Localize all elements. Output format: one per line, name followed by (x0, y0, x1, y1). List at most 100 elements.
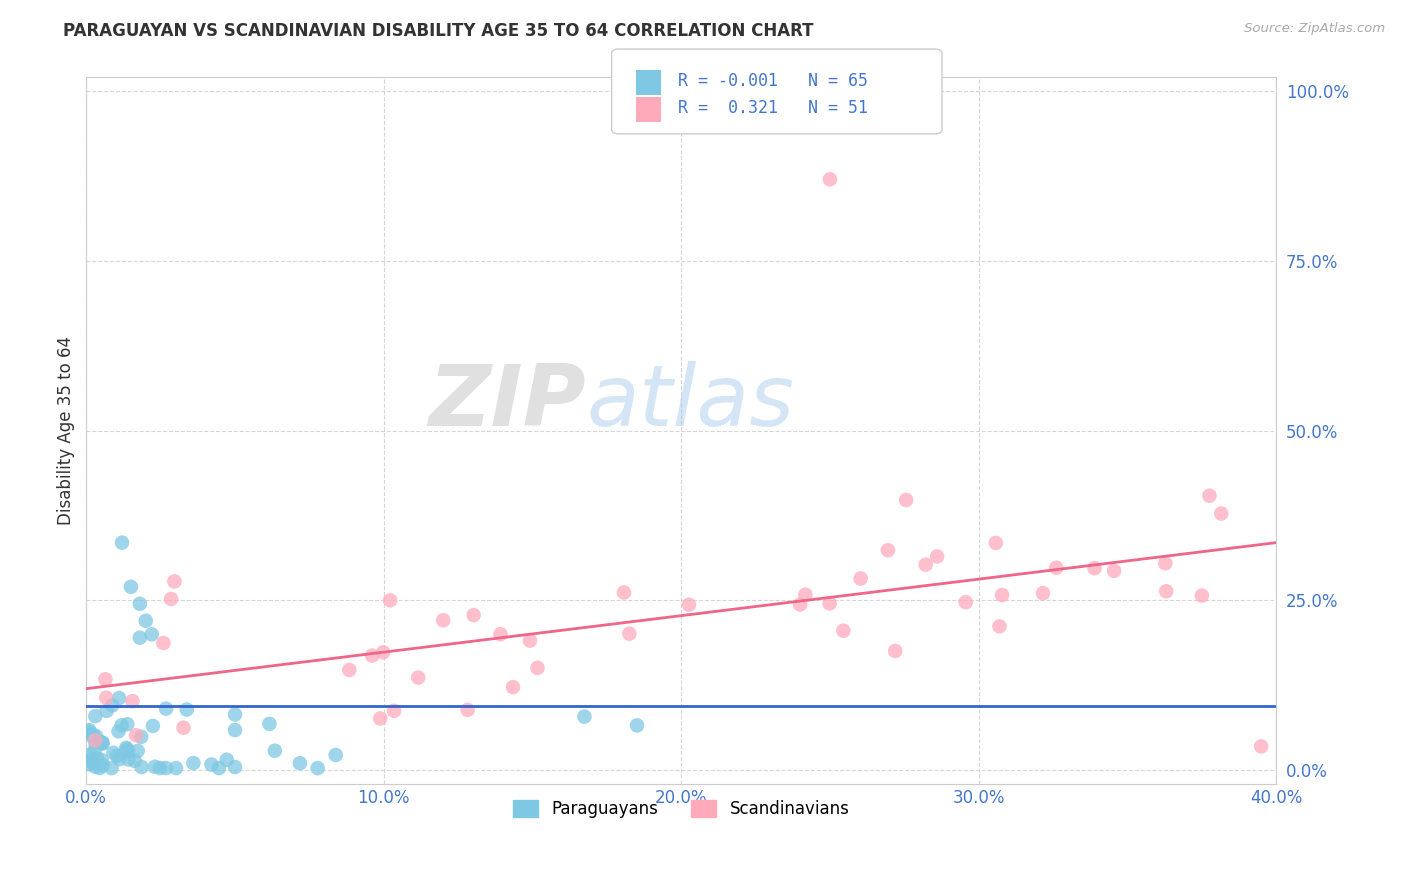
Point (1191, 589, 1213, 603)
Point (117, 717, 139, 731)
Point (1045, 560, 1067, 574)
Point (82, 728, 104, 742)
Point (626, 718, 648, 732)
Y-axis label: Disability Age 35 to 64: Disability Age 35 to 64 (58, 336, 75, 525)
Point (832, 624, 855, 638)
Point (83, 743, 105, 757)
Point (135, 614, 157, 628)
Point (307, 761, 329, 775)
Point (1211, 507, 1233, 521)
Point (382, 704, 405, 718)
Point (128, 597, 150, 611)
Point (77, 723, 100, 738)
Point (165, 761, 187, 775)
Point (1102, 564, 1125, 578)
Text: atlas: atlas (586, 361, 794, 444)
Point (90, 735, 112, 749)
Text: Source: ZipAtlas.com: Source: ZipAtlas.com (1244, 22, 1385, 36)
Point (432, 613, 454, 627)
Point (849, 572, 872, 586)
Point (77, 728, 100, 742)
Point (91, 736, 114, 750)
Point (1083, 561, 1105, 575)
Point (90, 753, 112, 767)
Point (77, 757, 100, 772)
Point (149, 761, 172, 775)
Point (526, 661, 548, 675)
Point (613, 585, 636, 599)
Point (984, 536, 1007, 550)
Point (1198, 489, 1220, 503)
Point (111, 535, 134, 549)
Point (94, 673, 117, 687)
Text: R = -0.001   N = 65: R = -0.001 N = 65 (678, 72, 868, 90)
Point (406, 671, 429, 685)
Point (877, 543, 900, 558)
Point (224, 760, 246, 774)
Point (128, 631, 150, 645)
Point (183, 756, 205, 770)
Point (925, 549, 948, 564)
Point (361, 648, 384, 663)
Point (988, 619, 1011, 633)
Point (818, 172, 841, 186)
Point (124, 754, 146, 768)
Point (818, 597, 841, 611)
Text: PARAGUAYAN VS SCANDINAVIAN DISABILITY AGE 35 TO 64 CORRELATION CHART: PARAGUAYAN VS SCANDINAVIAN DISABILITY AG… (63, 22, 814, 40)
Point (457, 703, 479, 717)
Point (107, 724, 129, 739)
Point (1154, 584, 1177, 599)
Point (288, 756, 311, 771)
Point (263, 744, 285, 758)
Text: ZIP: ZIP (429, 361, 586, 444)
Point (224, 723, 246, 737)
Point (337, 663, 360, 677)
Point (160, 591, 183, 606)
Point (100, 761, 122, 775)
Point (894, 493, 917, 508)
Point (86, 751, 108, 765)
Point (1154, 556, 1177, 570)
Point (224, 707, 246, 722)
Point (120, 580, 142, 594)
Point (117, 752, 139, 766)
Point (955, 595, 977, 609)
Point (84, 709, 107, 723)
Text: R =  0.321   N = 51: R = 0.321 N = 51 (678, 100, 868, 118)
Point (96, 690, 118, 705)
Point (105, 748, 128, 763)
Point (108, 752, 131, 766)
Point (163, 574, 186, 589)
Point (103, 746, 125, 760)
Point (619, 626, 641, 640)
Point (108, 691, 131, 706)
Point (143, 760, 166, 774)
Point (215, 753, 238, 767)
Point (131, 760, 153, 774)
Point (84, 733, 107, 747)
Point (84, 760, 107, 774)
Point (101, 698, 124, 713)
Point (489, 627, 512, 641)
Point (115, 742, 138, 756)
Point (91, 758, 114, 772)
Point (117, 745, 139, 759)
Point (325, 747, 347, 762)
Point (1250, 739, 1272, 754)
Point (176, 702, 198, 716)
Point (789, 598, 811, 612)
Point (91, 737, 114, 751)
Point (142, 719, 165, 733)
Point (82, 756, 104, 770)
Point (84, 729, 107, 743)
Point (96, 704, 118, 718)
Point (173, 721, 195, 735)
Point (115, 740, 138, 755)
Point (89, 761, 111, 775)
Point (368, 711, 391, 725)
Point (79, 747, 101, 762)
Point (77, 724, 100, 739)
Point (502, 680, 524, 694)
Point (794, 588, 817, 602)
Point (125, 728, 148, 742)
